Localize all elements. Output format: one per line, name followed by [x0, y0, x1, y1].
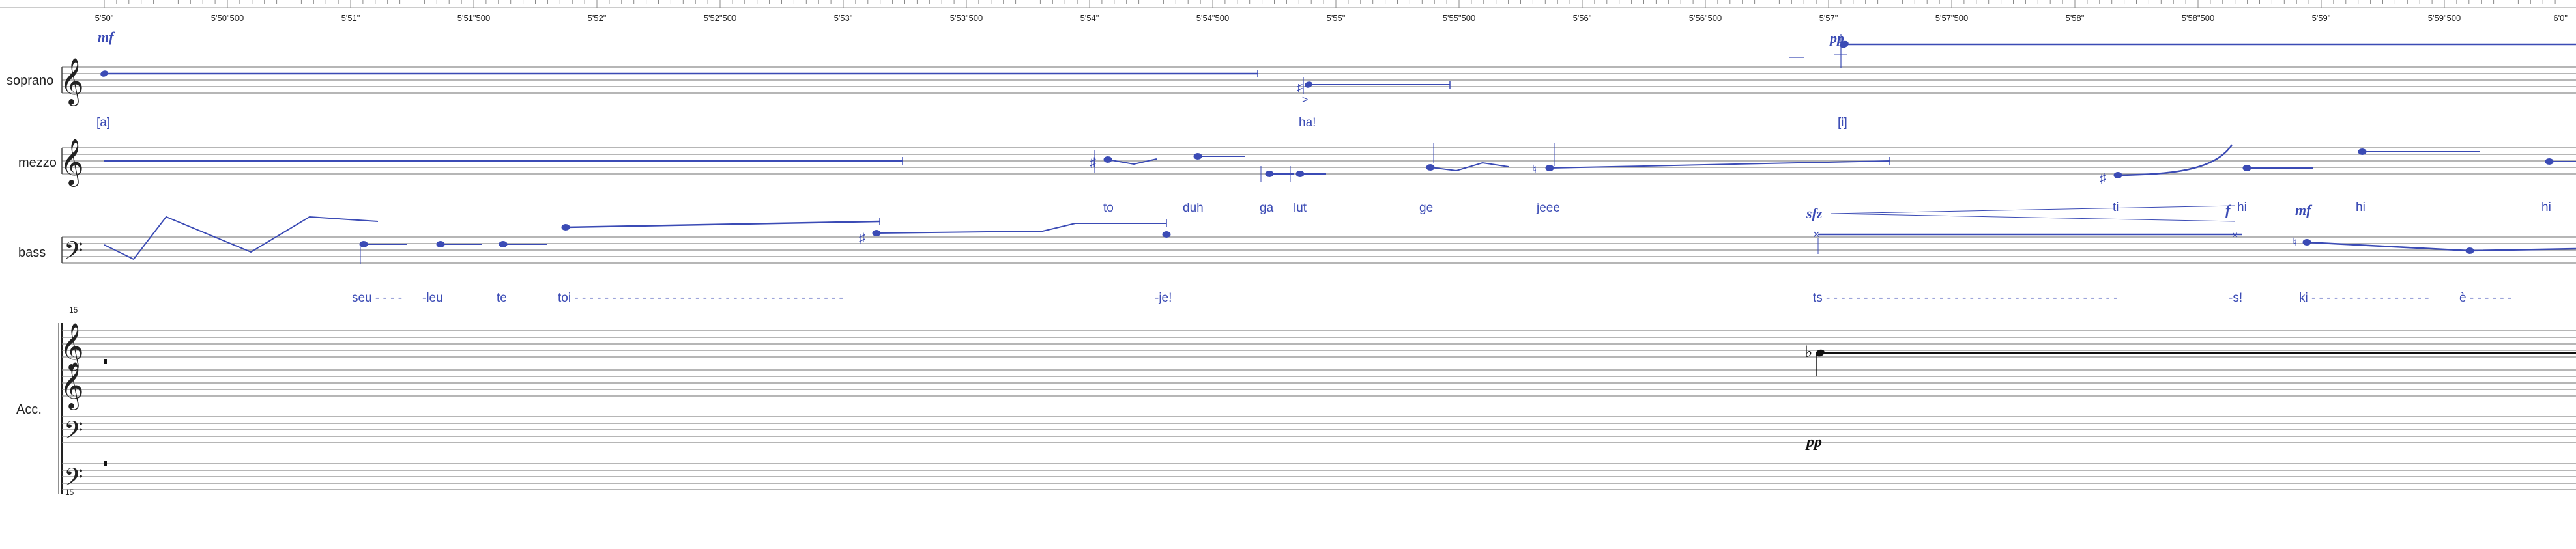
bass-clef-icon: 𝄢 [64, 236, 83, 271]
ruler-label: 5'57"500 [1935, 13, 1968, 23]
dynamic-f: f [2225, 202, 2232, 218]
lyric-bass-ts: ts - - - - - - - - - - - - - - - - - - -… [1813, 291, 2117, 305]
treble-clef-icon: 𝄞 [60, 137, 84, 187]
note-soprano-3[interactable]: pp [1789, 30, 2576, 68]
octave-mark-top: 15 [69, 305, 78, 315]
ruler-label: 5'53" [834, 13, 853, 23]
lyric-bass-ki: ki - - - - - - - - - - - - - - - - [2299, 291, 2429, 305]
lyric-mezzo-hi-3: hi [2541, 201, 2551, 214]
lyric-soprano-2: ha! [1299, 116, 1316, 130]
ruler-label: 5'50" [95, 13, 114, 23]
ruler-label: 5'51"500 [457, 13, 490, 23]
lyric-bass-leu: -leu [422, 291, 443, 305]
bass-clef-icon: 𝄢 [64, 415, 83, 451]
dynamic-mf: mf [98, 29, 115, 45]
staff-soprano: soprano 𝄞 mf ♯ > pp [a] ha! [7, 29, 2576, 130]
note-soprano-1[interactable] [100, 70, 1258, 78]
lyric-mezzo-duh: duh [1183, 201, 1204, 215]
flat-icon: ♭ [1805, 343, 1812, 361]
ruler-label: 5'56"500 [1689, 13, 1722, 23]
lyric-mezzo-hi-1: hi [2237, 201, 2247, 214]
ruler-label: 5'57" [1819, 13, 1838, 23]
treble-clef-icon: 𝄞 [60, 57, 84, 106]
ruler-label: 5'54" [1080, 13, 1099, 23]
lyric-soprano-1: [a] [96, 116, 110, 130]
natural-icon: ♮ [1533, 163, 1537, 176]
octave-mark-bottom: 15 [65, 488, 74, 497]
staff-accordion: 15 15 Acc. 𝄞 𝄞 𝄢 𝄢 ♭ pp [16, 305, 2576, 498]
lyric-mezzo-lut: lut [1294, 201, 1307, 215]
ruler-label: 5'54"500 [1196, 13, 1229, 23]
staff-name-soprano: soprano [7, 74, 53, 88]
ruler-label: 5'52" [588, 13, 607, 23]
sharp-icon: ♯ [1090, 156, 1096, 170]
treble-clef-icon: 𝄞 [60, 322, 84, 371]
rest-mark [104, 461, 107, 466]
lyric-bass-toi: toi - - - - - - - - - - - - - - - - - - … [558, 291, 843, 305]
rest-mark [104, 359, 107, 364]
lyric-mezzo-ti: ti [2113, 201, 2119, 214]
treble-clef-icon: 𝄞 [60, 361, 84, 410]
staff-name-bass: bass [18, 246, 46, 260]
ruler-label: 5'56" [1573, 13, 1592, 23]
lyric-mezzo-ge: ge [1419, 201, 1433, 215]
ruler-label: 5'53"500 [950, 13, 983, 23]
ruler-label: 5'55"500 [1443, 13, 1475, 23]
ruler-label: 5'59"500 [2428, 13, 2461, 23]
lyric-bass-seu: seu - - - - [352, 291, 402, 305]
note-accordion-hold[interactable]: ♭ [1805, 343, 2576, 376]
staff-mezzo: mezzo 𝄞 ♯ ♮ ♯ [18, 137, 2576, 222]
staff-name-mezzo: mezzo [18, 156, 57, 170]
timeline-ruler[interactable]: 5'50" 5'50"500 5'51" 5'51"500 5'52" 5'52"500 5… [0, 0, 2576, 23]
staff-bass: bass 𝄢 ♯ × × ♮ [18, 216, 2576, 305]
dynamic-sfz: sfz [1806, 205, 1823, 221]
x-notehead-icon: × [1813, 228, 1820, 241]
dynamic-pp-accordion: pp [1805, 434, 1822, 451]
ruler-label: 5'58"500 [2182, 13, 2214, 23]
lyric-soprano-3: [i] [1838, 116, 1847, 130]
x-notehead-icon: × [2232, 230, 2238, 241]
sharp-icon: ♯ [2100, 171, 2106, 186]
sharp-icon: ♯ [859, 231, 865, 246]
note-bass-e[interactable] [2465, 247, 2474, 254]
lyric-bass-e: è - - - - - - [2459, 291, 2511, 305]
ruler-label: 5'51" [341, 13, 360, 23]
ruler-label: 5'50"500 [211, 13, 244, 23]
note-soprano-2[interactable]: ♯ > [1297, 77, 1451, 106]
lyric-mezzo-ga: ga [1260, 201, 1274, 215]
note-bass-je-end[interactable] [1162, 231, 1171, 238]
ruler-label: 5'59" [2312, 13, 2331, 23]
ruler-label: 5'52"500 [704, 13, 736, 23]
ruler-label: 6'0" [2553, 13, 2568, 23]
natural-icon: ♮ [2293, 236, 2296, 249]
lyric-bass-te: te [497, 291, 507, 305]
note-bass-gliss[interactable] [104, 216, 379, 260]
lyric-bass-s: -s! [2229, 291, 2242, 305]
lyric-mezzo-hi-2: hi [2356, 201, 2366, 214]
lyric-mezzo-to: to [1103, 201, 1114, 215]
ruler-label: 5'55" [1327, 13, 1346, 23]
bass-clef-icon: 𝄢 [64, 462, 83, 498]
ruler-label: 5'58" [2066, 13, 2085, 23]
sharp-icon: ♯ [1297, 81, 1303, 94]
accent-mark: > [1302, 94, 1308, 106]
dynamic-mf-mezzo: mf [2295, 202, 2313, 218]
lyric-mezzo-jeee: jeee [1536, 201, 1560, 215]
lyric-bass-je: -je! [1155, 291, 1172, 305]
staff-name-accordion: Acc. [16, 402, 42, 417]
